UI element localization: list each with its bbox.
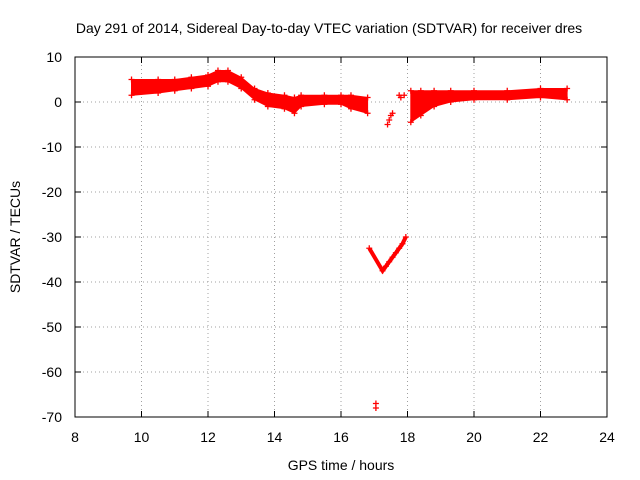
band-edge-marker [504,87,511,94]
band-edge-marker [128,92,135,99]
band-edge-marker [128,76,135,83]
band-edge-marker [264,103,271,110]
x-tick-label: 12 [200,429,216,445]
x-tick-label: 8 [71,429,79,445]
band-edge-marker [155,90,162,96]
band-edge-marker [364,94,371,101]
band-edge-marker [298,103,305,110]
dense-band [131,70,369,114]
data-point [386,117,393,123]
band-edge-marker [471,96,477,103]
data-markers [366,92,409,411]
band-edge-marker [471,87,477,94]
y-tick-labels: 10 0 -10 -20 -30 -40 -50 -60 -70 [42,49,62,425]
band-edge-marker [205,83,211,90]
axis-ticks [74,56,608,418]
band-edge-marker [281,105,288,112]
band-edge-marker [188,85,195,92]
band-edge-marker [251,85,258,92]
band-edge-marker [224,67,231,74]
band-edge-marker [347,105,354,112]
band-edge-marker [431,103,438,110]
y-tick-label: -10 [42,139,62,155]
data-point [384,121,391,128]
y-tick-label: 10 [46,49,62,65]
band-edge-marker [431,87,438,94]
band-edge-marker [171,76,178,83]
y-axis-label: SDTVAR / TECUs [7,181,23,293]
band-edge-marker [238,85,245,92]
x-tick-label: 16 [333,429,349,445]
y-tick-label: -20 [42,184,62,200]
y-tick-label: -60 [42,364,62,380]
y-tick-label: -40 [42,274,62,290]
x-tick-label: 22 [533,429,549,445]
band-edge-marker [214,78,221,85]
data-bands [128,67,571,126]
band-edge-marker [171,87,178,94]
band-edge-marker [291,110,298,117]
band-edge-marker [264,90,271,96]
band-edge-marker [347,92,354,99]
x-tick-labels: 8 10 12 14 16 18 20 22 24 [71,429,615,445]
grid [75,57,607,417]
band-edge-marker [238,74,245,81]
band-edge-marker [155,76,162,83]
chart-title: Day 291 of 2014, Sidereal Day-to-day VTE… [76,20,582,36]
band-edge-marker [447,87,454,94]
data-point [389,110,396,117]
band-edge-marker [338,101,344,108]
band-edge-marker [407,119,414,126]
band-edge-marker [407,87,414,94]
band-edge-marker [537,85,544,92]
y-tick-label: 0 [54,94,62,110]
x-tick-label: 14 [267,429,283,445]
x-tick-label: 10 [134,429,150,445]
data-point [372,405,379,411]
band-edge-marker [564,85,571,92]
y-tick-label: -50 [42,319,62,335]
band-edge-marker [188,74,195,81]
x-axis-label: GPS time / hours [288,457,395,473]
band-edge-marker [298,92,305,99]
band-edge-marker [564,96,571,103]
band-edge-marker [321,92,328,99]
band-edge-marker [417,87,424,94]
dense-streak [367,236,408,275]
band-edge-marker [291,94,298,101]
band-edge-marker [214,67,221,74]
x-tick-label: 24 [599,429,615,445]
x-tick-label: 20 [466,429,482,445]
data-point [396,92,403,99]
band-edge-marker [537,94,544,101]
band-edge-marker [364,110,371,117]
band-edge-marker [504,96,511,103]
band-edge-marker [417,112,424,119]
x-tick-label: 18 [400,429,416,445]
band-edge-marker [224,78,231,85]
band-edge-marker [281,92,288,99]
band-edge-marker [251,96,258,103]
y-tick-label: -30 [42,229,62,245]
band-edge-marker [338,92,344,99]
y-tick-label: -70 [42,409,62,425]
band-edge-marker [205,72,211,78]
band-edge-marker [447,99,454,105]
band-edge-marker [321,101,328,108]
